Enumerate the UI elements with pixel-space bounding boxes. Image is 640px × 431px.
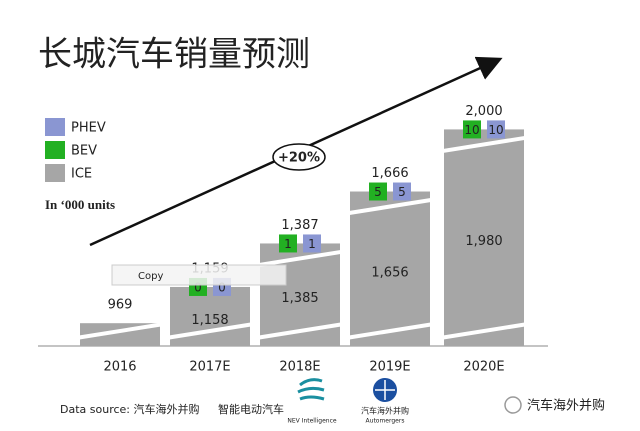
segment-box — [369, 182, 387, 201]
automergers-logo: 汽车海外并购 Automergers — [361, 378, 409, 425]
legend-swatch — [45, 164, 65, 182]
nev-logo: NEV Intelligence — [287, 378, 337, 425]
x-tick-label: 2016 — [103, 360, 136, 375]
axis-break — [165, 322, 255, 340]
segment-box — [303, 234, 321, 253]
growth-badge — [272, 143, 326, 171]
segment-box — [487, 120, 505, 139]
segment-label: 5 — [374, 185, 382, 199]
legend-label: PHEV — [71, 121, 106, 136]
segment-label: 0 — [194, 280, 202, 294]
source: Data source: 汽车海外并购 — [60, 402, 200, 416]
axis-break — [345, 322, 435, 340]
x-tick-label: 2017E — [189, 360, 230, 375]
total-label: 2,000 — [465, 104, 502, 119]
x-tick-label: 2020E — [463, 360, 504, 375]
legend-swatch — [45, 141, 65, 159]
logo-text: Automergers — [366, 418, 405, 425]
axis-break — [255, 322, 345, 340]
segment-label: 1 — [308, 237, 316, 251]
bar — [260, 243, 340, 346]
watermark-text: 汽车海外并购 — [527, 398, 605, 414]
total-label: 1,387 — [281, 218, 318, 233]
segment-box — [463, 120, 481, 139]
value-label: 1,158 — [191, 313, 228, 328]
legend-label: BEV — [71, 144, 97, 159]
segment-box — [393, 182, 411, 201]
segment-label: 10 — [464, 123, 479, 137]
copy-popup[interactable]: Copy — [111, 264, 287, 286]
total-label: 1,666 — [371, 166, 408, 181]
growth-label: +20% — [278, 151, 320, 166]
value-label: 1,980 — [465, 234, 502, 249]
units-note: In ‘000 units — [45, 197, 115, 212]
axis-break — [439, 322, 529, 340]
logo-text: 汽车海外并购 — [361, 406, 409, 416]
legend-swatch — [45, 118, 65, 136]
copy-button[interactable]: Copy — [138, 271, 163, 282]
watermark: 汽车海外并购 — [504, 396, 605, 414]
logo-text: NEV Intelligence — [287, 418, 337, 425]
x-tick-label: 2018E — [279, 360, 320, 375]
total-label: 969 — [108, 298, 133, 313]
axis-break — [439, 135, 529, 154]
bar — [350, 191, 430, 346]
axis-break — [345, 197, 435, 216]
logo-text: 智能电动汽车 — [218, 402, 284, 416]
axis-break — [75, 322, 165, 340]
segment-label: 0 — [218, 280, 226, 294]
copy-popup-box — [111, 264, 287, 286]
segment-label: 1 — [284, 237, 292, 251]
value-label: 1,385 — [281, 291, 318, 306]
axis-break — [255, 249, 345, 268]
segment-label: 5 — [398, 185, 406, 199]
x-tick-label: 2019E — [369, 360, 410, 375]
value-label: 1,656 — [371, 265, 408, 280]
bar — [444, 129, 524, 346]
legend-label: ICE — [71, 167, 92, 182]
segment-box — [279, 234, 297, 253]
chart-title: 长城汽车销量预测 — [38, 35, 310, 75]
segment-label: 10 — [488, 123, 503, 137]
